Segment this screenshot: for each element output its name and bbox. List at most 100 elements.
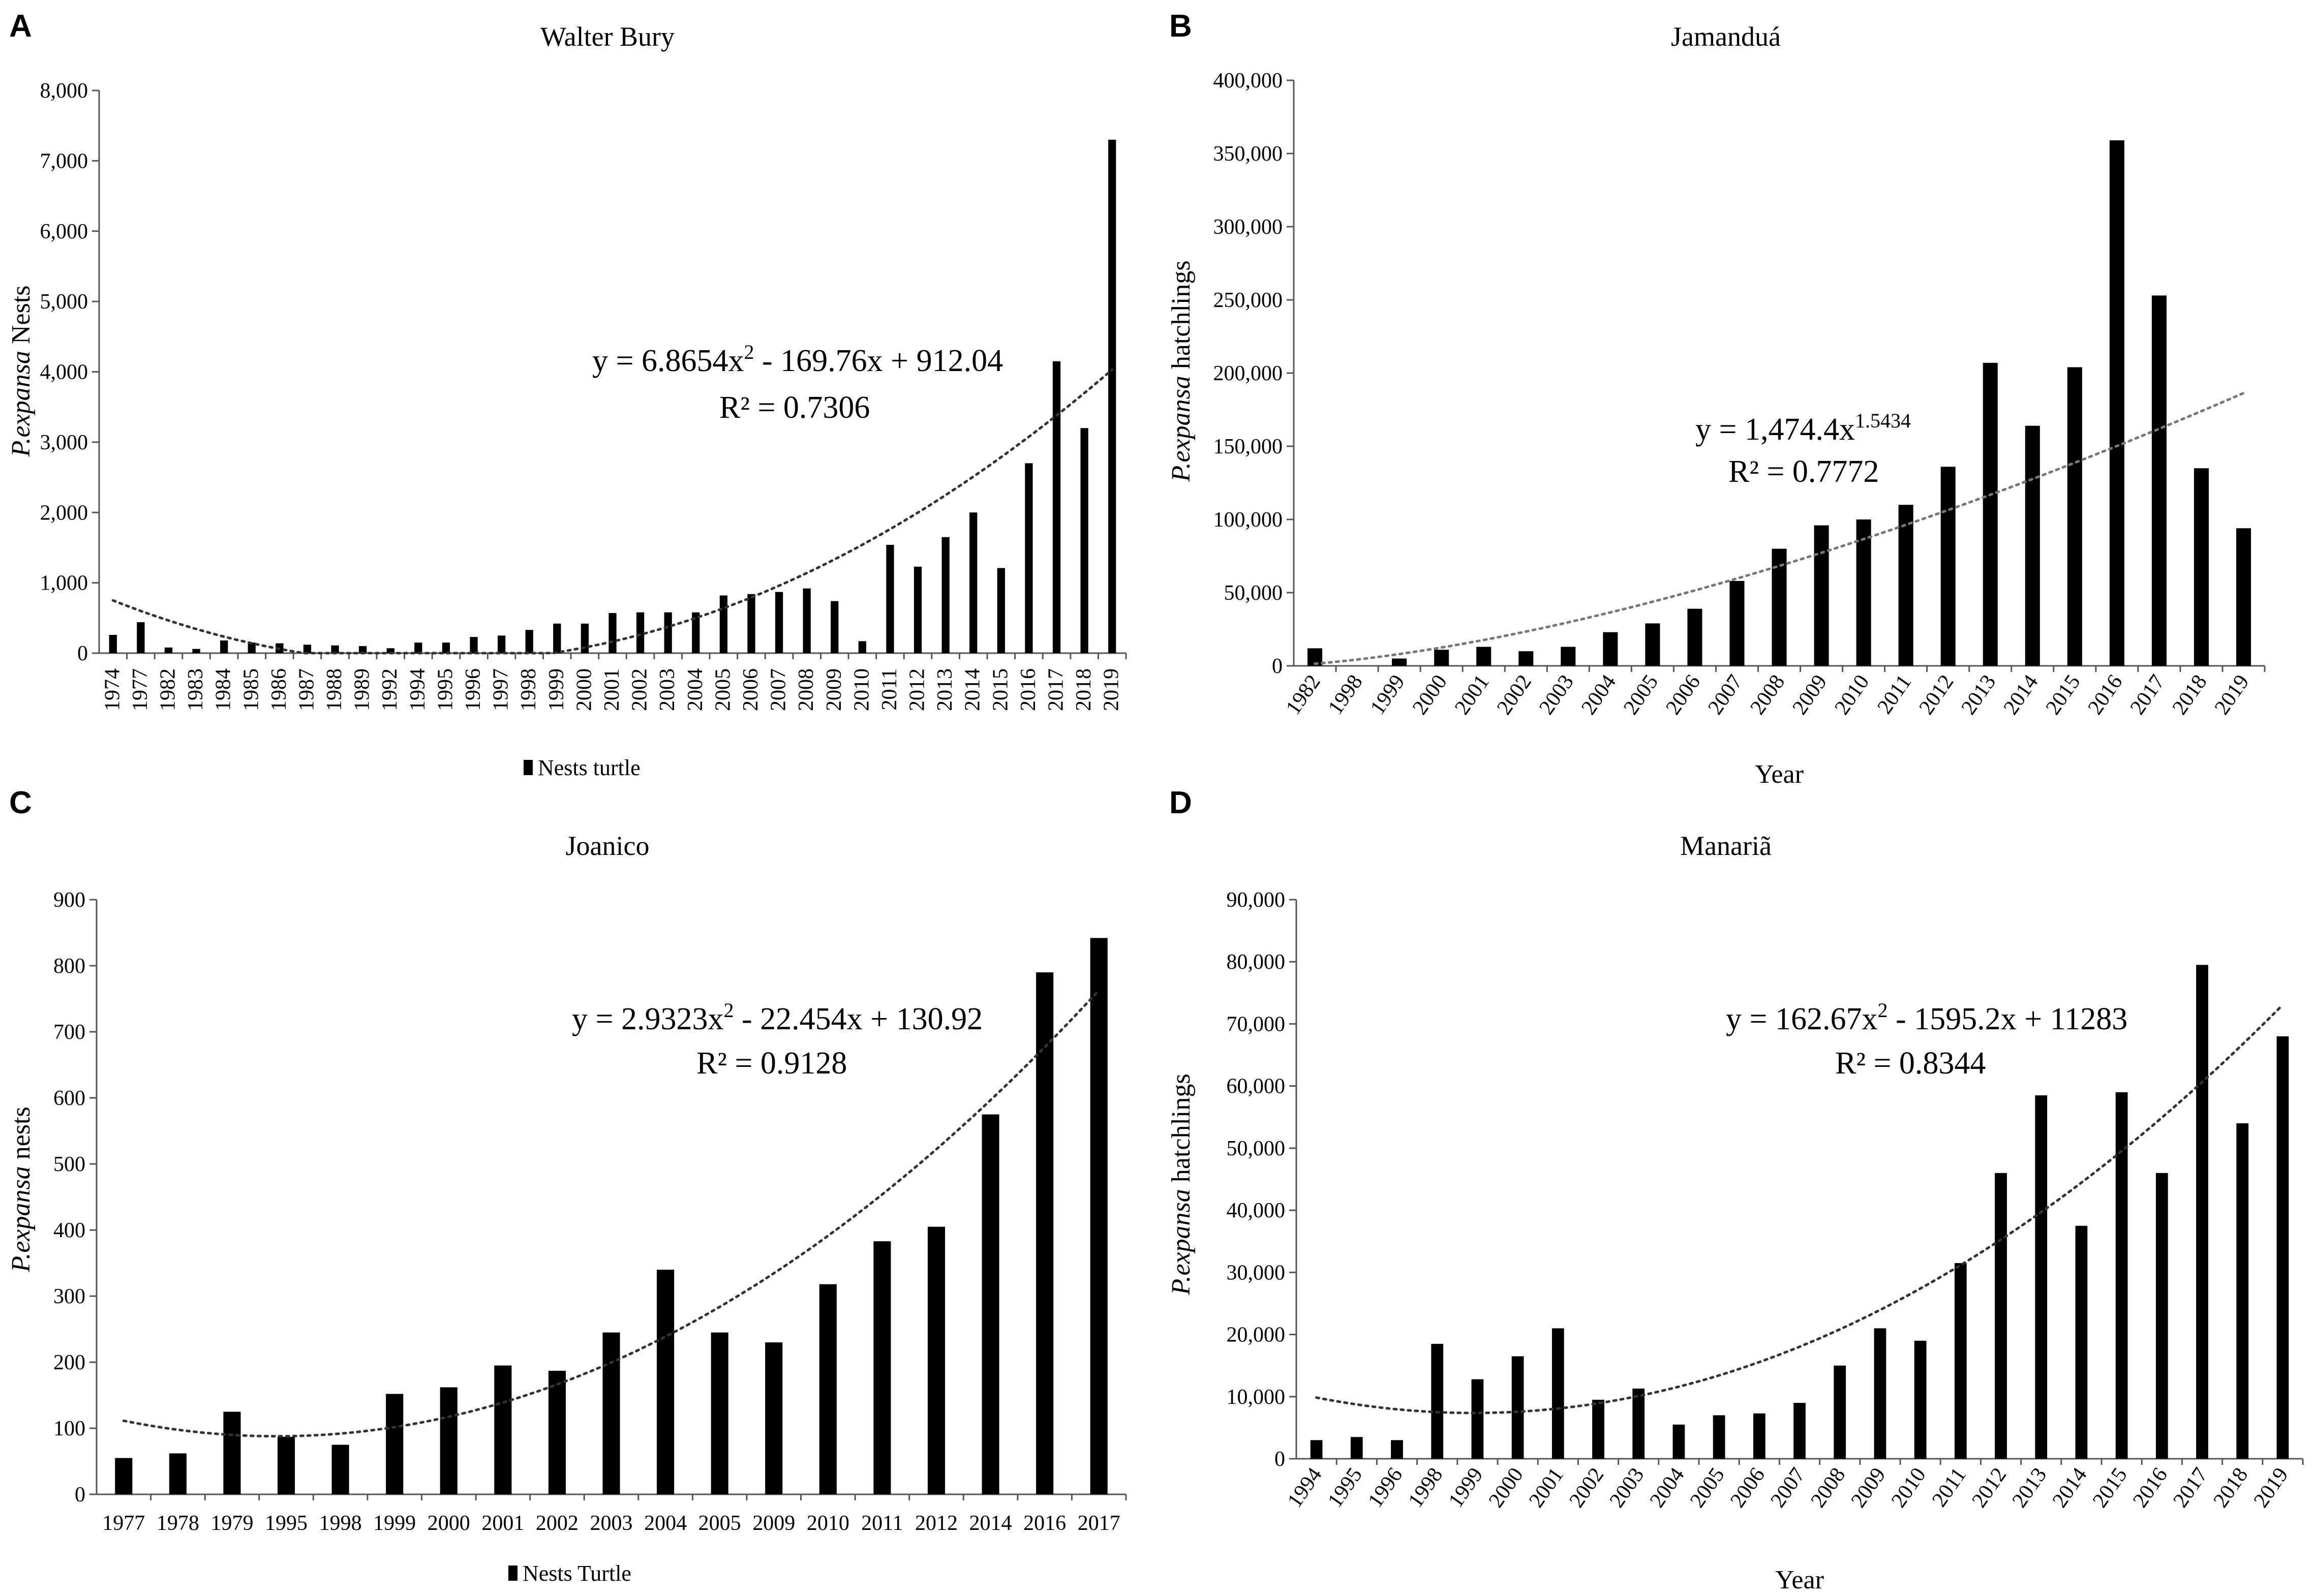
chart-title: Joanico — [566, 831, 650, 861]
r-squared: R² = 0.9128 — [696, 1046, 847, 1081]
bar — [442, 642, 450, 653]
chart-title: Manariã — [1680, 831, 1772, 861]
x-tick-label: 2010 — [850, 668, 873, 711]
x-tick-label: 2002 — [1565, 1463, 1608, 1512]
x-tick-label: 2008 — [1746, 670, 1789, 719]
bar — [1954, 1263, 1967, 1459]
equation-exponent: 1.5434 — [1855, 409, 1911, 432]
bar — [2035, 1095, 2048, 1459]
x-tick-label: 1998 — [1404, 1463, 1448, 1512]
x-tick-label: 1994 — [406, 668, 430, 711]
x-tick-label: 1995 — [434, 668, 457, 711]
bar — [775, 592, 783, 653]
x-tick-label: 2003 — [1535, 670, 1578, 719]
bar — [1392, 658, 1407, 666]
x-tick-label: 1987 — [295, 668, 318, 711]
x-tick-label: 2019 — [2249, 1463, 2293, 1512]
x-tick-label: 2016 — [2128, 1463, 2172, 1512]
x-tick-label: 1986 — [267, 668, 291, 711]
trend-line — [1315, 1003, 2284, 1415]
x-tick-label: 2011 — [861, 1512, 903, 1535]
y-tick-label: 100 — [53, 1417, 85, 1440]
y-axis-label-unit: hatchlings — [1167, 260, 1196, 376]
bar — [359, 646, 367, 653]
x-tick-label: 2014 — [969, 1512, 1012, 1535]
bar — [331, 1445, 349, 1494]
bar — [2109, 140, 2124, 666]
x-tick-label: 1992 — [378, 668, 402, 711]
x-tick-label: 2014 — [2048, 1463, 2092, 1512]
bar — [1025, 463, 1033, 653]
bar — [1940, 467, 1956, 666]
bar — [440, 1387, 458, 1494]
legend-swatch — [524, 760, 533, 775]
bar — [2194, 468, 2209, 666]
bar — [2236, 1123, 2249, 1459]
bar — [1350, 1437, 1363, 1459]
bar — [1090, 938, 1108, 1494]
y-tick-label: 400,000 — [1213, 69, 1283, 93]
equation-main: y = 162.67x — [1726, 1002, 1877, 1036]
y-tick-label: 0 — [75, 1483, 85, 1507]
x-tick-label: 1999 — [373, 1512, 416, 1535]
bar — [2075, 1225, 2088, 1459]
bar — [1645, 623, 1660, 666]
x-tick-label: 2013 — [2008, 1463, 2052, 1512]
x-tick-label: 2017 — [2126, 670, 2170, 719]
y-tick-label: 300,000 — [1213, 216, 1283, 239]
chart-panel-c: C Joanico 0 100 200 300 400 500 600 700 800 900 1977… — [7, 785, 1127, 1586]
y-tick-label: 90,000 — [1227, 888, 1286, 912]
x-tick-label: 2019 — [1100, 668, 1123, 711]
panel-letter: D — [1169, 785, 1192, 820]
equation-rest: - 1595.2x + 11283 — [1888, 1002, 2127, 1036]
y-tick-label: 100,000 — [1213, 508, 1283, 532]
x-tick-label: 1982 — [156, 668, 179, 711]
bar — [548, 1370, 566, 1494]
bar — [1856, 519, 1871, 666]
bar — [1551, 1328, 1564, 1459]
bar — [831, 601, 839, 653]
chart-title: Jamanduá — [1671, 21, 1781, 52]
x-tick-label: 2011 — [878, 668, 901, 710]
x-tick-label: 2008 — [795, 668, 818, 711]
y-tick-label: 0 — [1272, 655, 1283, 678]
bar — [1814, 525, 1829, 666]
bar — [553, 623, 561, 653]
bar — [941, 537, 950, 653]
bar — [1052, 361, 1061, 653]
r-squared: R² = 0.7306 — [719, 390, 870, 425]
y-tick-label: 50,000 — [1224, 581, 1283, 605]
x-tick-label: 2009 — [823, 668, 846, 711]
equation-rest: - 169.76x + 912.04 — [754, 344, 1003, 378]
legend-label: Nests turtle — [538, 755, 641, 780]
trend-line — [1314, 391, 2245, 665]
bar — [1511, 1356, 1524, 1459]
y-tick-label: 300 — [53, 1285, 85, 1308]
r-squared: R² = 0.7772 — [1728, 454, 1879, 489]
panel-letter: B — [1169, 9, 1192, 44]
x-tick-label: 2018 — [2209, 1463, 2253, 1512]
x-tick-label: 2010 — [1887, 1463, 1931, 1512]
trend-line — [122, 989, 1101, 1438]
y-tick-label: 400 — [53, 1219, 85, 1242]
bar — [494, 1365, 512, 1494]
x-tick-label: 1996 — [462, 668, 485, 711]
trend-equation: y = 1,474.4x1.5434 — [1695, 409, 1911, 447]
x-tick-label: 2017 — [1078, 1512, 1120, 1535]
bar — [914, 566, 922, 653]
bar — [169, 1453, 187, 1494]
bar — [765, 1342, 783, 1494]
bar — [982, 1114, 999, 1494]
y-axis-label: P.expansa hatchlings — [1167, 260, 1196, 482]
x-tick-label: 2006 — [739, 668, 763, 711]
x-tick-label: 2011 — [1873, 670, 1916, 718]
bar — [636, 612, 645, 653]
y-tick-label: 4,000 — [40, 361, 88, 384]
x-tick-label: 2014 — [961, 668, 985, 711]
bar — [1713, 1415, 1725, 1459]
x-tick-label: 2012 — [915, 1512, 958, 1535]
bar — [1995, 1173, 2007, 1459]
x-tick-label: 1979 — [210, 1512, 253, 1535]
x-tick-label: 1997 — [490, 668, 513, 711]
